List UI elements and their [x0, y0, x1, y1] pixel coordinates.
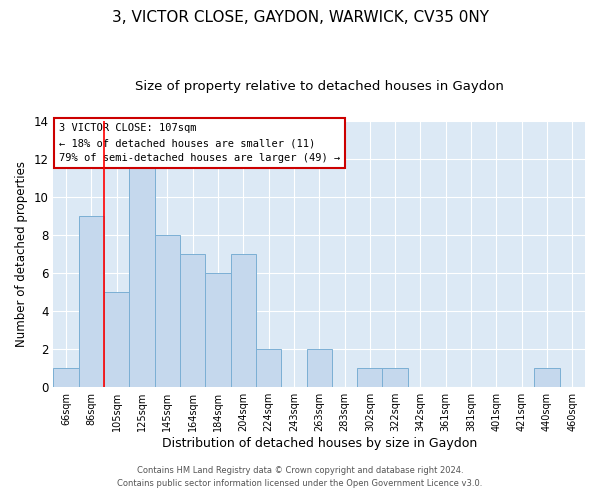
Y-axis label: Number of detached properties: Number of detached properties — [15, 161, 28, 347]
Bar — [230, 254, 256, 387]
Bar — [357, 368, 382, 387]
Text: Contains HM Land Registry data © Crown copyright and database right 2024.
Contai: Contains HM Land Registry data © Crown c… — [118, 466, 482, 487]
Bar — [104, 292, 130, 387]
Bar — [130, 158, 155, 387]
Bar — [535, 368, 560, 387]
Bar — [205, 273, 230, 387]
Text: 3, VICTOR CLOSE, GAYDON, WARWICK, CV35 0NY: 3, VICTOR CLOSE, GAYDON, WARWICK, CV35 0… — [112, 10, 488, 25]
Title: Size of property relative to detached houses in Gaydon: Size of property relative to detached ho… — [135, 80, 503, 93]
Bar — [53, 368, 79, 387]
Bar — [382, 368, 408, 387]
Text: 3 VICTOR CLOSE: 107sqm
← 18% of detached houses are smaller (11)
79% of semi-det: 3 VICTOR CLOSE: 107sqm ← 18% of detached… — [59, 123, 340, 163]
Bar — [79, 216, 104, 387]
X-axis label: Distribution of detached houses by size in Gaydon: Distribution of detached houses by size … — [161, 437, 477, 450]
Bar — [155, 235, 180, 387]
Bar — [307, 349, 332, 387]
Bar — [256, 349, 281, 387]
Bar — [180, 254, 205, 387]
